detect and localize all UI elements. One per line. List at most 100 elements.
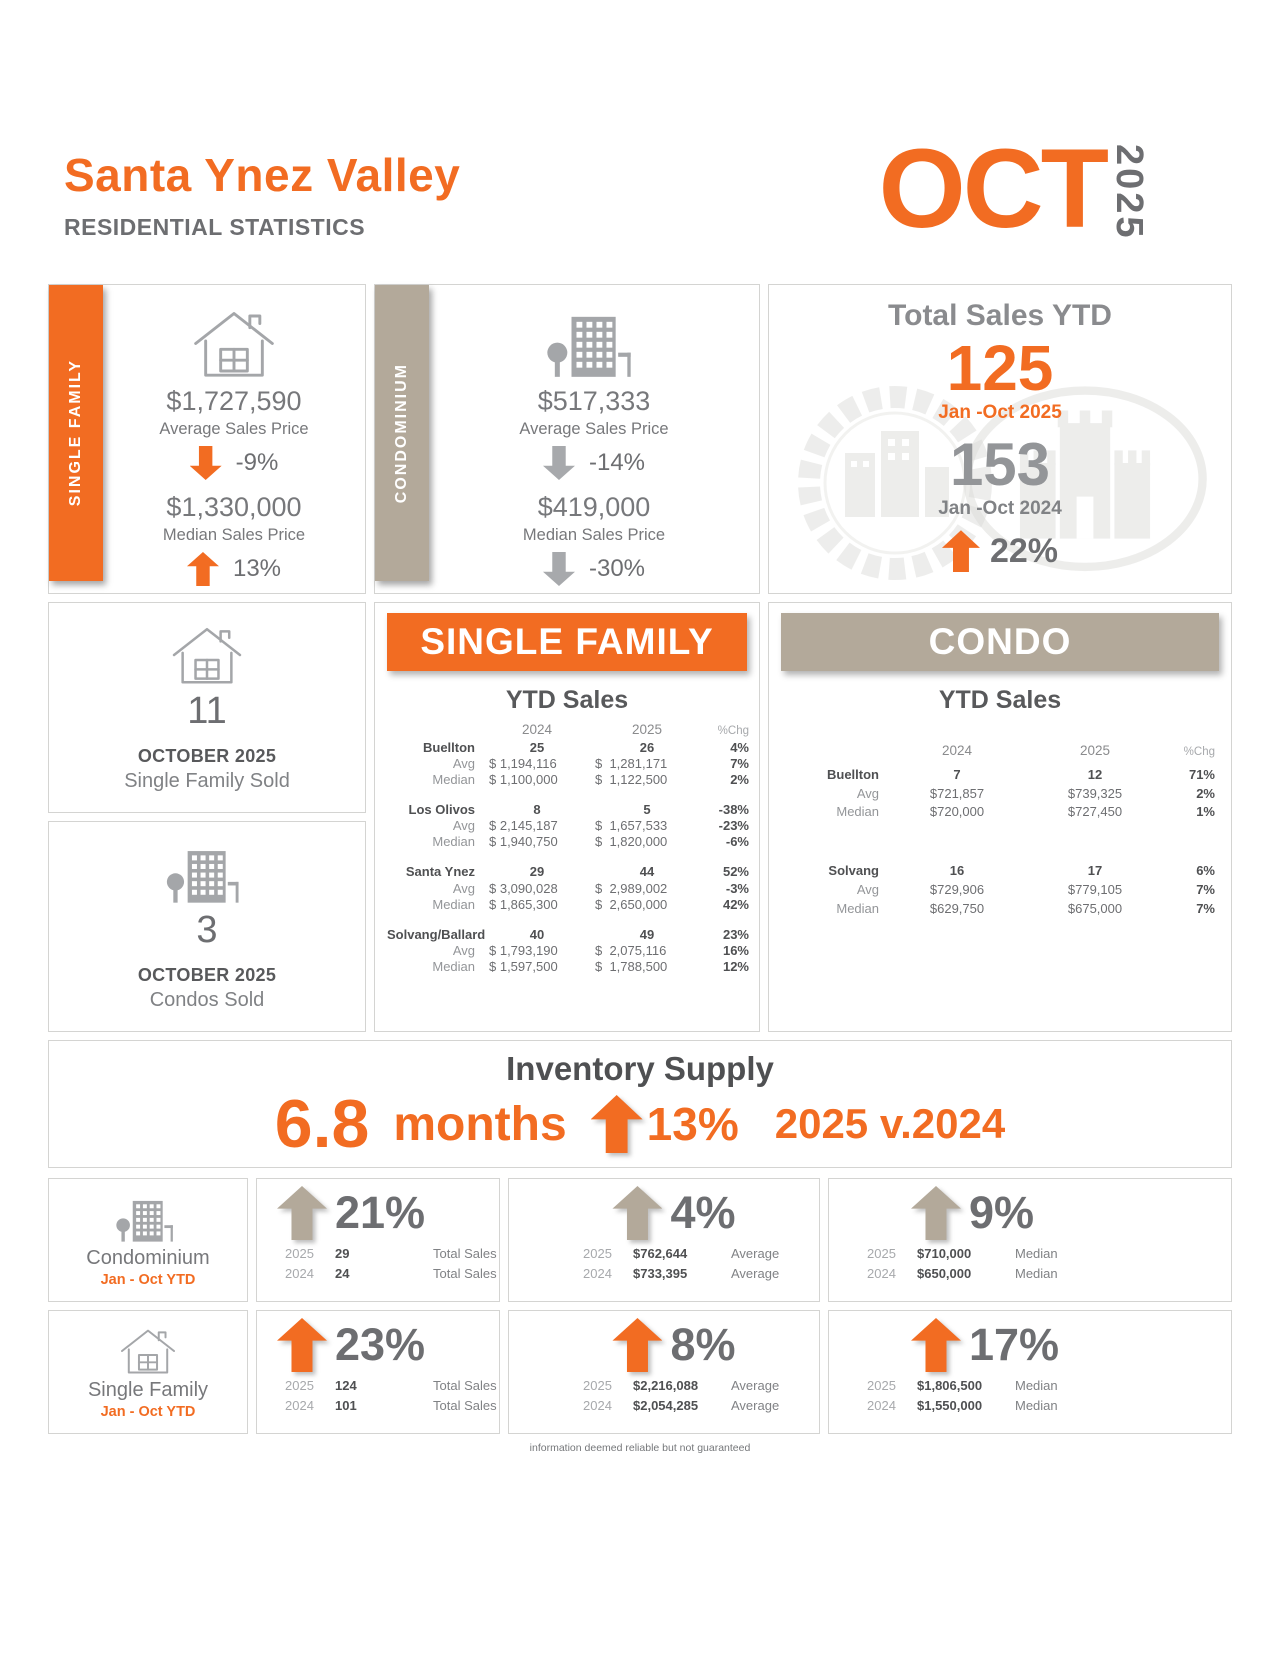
condo-ytd-table-card: CONDO YTD Sales 2024 2025 %Chg Buellton … — [768, 602, 1232, 1032]
col-2025: 2025 — [631, 722, 663, 737]
median-label: Median — [836, 900, 879, 916]
median-2025: $675,000 — [1067, 900, 1123, 916]
total-sales-change: 22% — [941, 530, 1059, 573]
stat-row: 2025 29 Total Sales — [285, 1246, 497, 1261]
down-arrow-icon — [190, 446, 222, 480]
condo-table-header: 2024 2025 %Chg — [783, 741, 1217, 761]
condo-average-stat-card: 4% 2025 $762,644 Average 2024 $733,395 A… — [508, 1178, 820, 1302]
col-2024: 2024 — [941, 743, 973, 758]
median-2025: $ 2,650,000 — [595, 896, 668, 912]
total-sales-prior: 153 — [949, 431, 1051, 499]
sales-2024: 25 — [529, 739, 545, 755]
condo-median-caption: Median Sales Price — [522, 526, 666, 544]
october-condo-card: 3 OCTOBER 2025 Condos Sold — [48, 821, 366, 1032]
up-arrow-icon — [941, 530, 980, 573]
total-sales-current-period: Jan -Oct 2025 — [938, 402, 1062, 424]
october-sold-column: 11 OCTOBER 2025 Single Family Sold 3 OCT… — [48, 602, 366, 1032]
condo-banner: CONDO — [781, 613, 1219, 671]
sf-average-caption: Average Sales Price — [159, 420, 309, 438]
col-pct-chg: %Chg — [717, 725, 749, 737]
stat-row: 2024 $2,054,285 Average — [583, 1398, 780, 1414]
sales-2025: 44 — [639, 864, 655, 880]
avg-2024: $ 3,090,028 — [489, 880, 558, 896]
october-single-family-card: 11 OCTOBER 2025 Single Family Sold — [48, 602, 366, 813]
condo-average-caption: Average Sales Price — [519, 420, 669, 438]
median-label: Median — [836, 804, 879, 820]
october-condo-period: OCTOBER 2025 — [137, 965, 277, 985]
sf-ytd-table: 2024 2025 %Chg Buellton 25 26 4% Avg $ 1… — [375, 722, 759, 975]
house-icon — [194, 312, 274, 377]
avg-label: Avg — [856, 882, 879, 898]
sales-2024: 29 — [529, 864, 545, 880]
median-2025: $ 1,788,500 — [595, 958, 668, 974]
sf-median-change: 13% — [186, 552, 282, 586]
sales-chg: 6% — [1196, 863, 1215, 879]
stat-percent: 4% — [670, 1187, 736, 1238]
median-2025: $727,450 — [1067, 804, 1123, 820]
total-sales-change-value: 22% — [989, 531, 1059, 570]
october-condo-count: 3 — [196, 909, 218, 951]
single-family-side-label: SINGLE FAMILY — [67, 359, 84, 507]
year-label: 2025 — [1108, 144, 1150, 241]
sf-area-group: Buellton 25 26 4% Avg $ 1,194,116 $ 1,28… — [387, 739, 749, 788]
condo-ytd-stat-row: Condominium Jan - Oct YTD 21% 2025 29 To… — [48, 1178, 1232, 1302]
condo-ytd-name: Condominium — [86, 1246, 210, 1269]
col-2024: 2024 — [521, 722, 553, 737]
single-family-side-bar: SINGLE FAMILY — [49, 285, 103, 581]
median-chg: 7% — [1196, 900, 1215, 916]
sf-ytd-period: Jan - Oct YTD — [100, 1403, 196, 1420]
sf-ytd-stat-row: Single Family Jan - Oct YTD 23% 2025 124… — [48, 1310, 1232, 1434]
col-pct-chg: %Chg — [1183, 746, 1215, 758]
sf-median-change-value: 13% — [232, 555, 282, 582]
avg-chg: -23% — [718, 818, 749, 834]
area-name: Los Olivos — [408, 802, 475, 818]
header: Santa Ynez Valley RESIDENTIAL STATISTICS… — [48, 133, 1232, 268]
avg-2025: $ 2,989,002 — [595, 880, 668, 896]
up-arrow-icon — [277, 1318, 327, 1372]
stat-row: 2025 $710,000 Median — [867, 1246, 1058, 1261]
sf-table-header: 2024 2025 %Chg — [387, 722, 749, 739]
avg-2025: $ 1,657,533 — [595, 818, 668, 834]
avg-chg: -3% — [725, 880, 749, 896]
inventory-title: Inventory Supply — [506, 1050, 774, 1087]
condo-summary-content: $517,333 Average Sales Price -14% $419,0… — [429, 285, 759, 594]
avg-2024: $ 2,145,187 — [489, 818, 558, 834]
avg-2025: $ 2,075,116 — [595, 942, 667, 958]
total-sales-prior-period: Jan -Oct 2024 — [938, 498, 1062, 520]
stat-row: 2025 $2,216,088 Average — [583, 1378, 780, 1393]
condo-ytd-label-card: Condominium Jan - Oct YTD — [48, 1178, 248, 1302]
total-sales-card: Total Sales YTD 125 Jan -Oct 2025 153 Ja… — [768, 284, 1232, 594]
avg-chg: 16% — [722, 942, 749, 958]
sf-area-group: Santa Ynez 29 44 52% Avg $ 3,090,028 $ 2… — [387, 864, 749, 912]
sf-ytd-label-card: Single Family Jan - Oct YTD — [48, 1310, 248, 1434]
avg-chg: 7% — [1196, 882, 1215, 898]
sales-2024: 16 — [949, 863, 965, 879]
stat-percent: 23% — [335, 1319, 426, 1370]
median-label: Median — [432, 958, 475, 974]
median-label: Median — [432, 896, 475, 912]
stat-percent: 21% — [335, 1187, 426, 1238]
condo-ytd-period: Jan - Oct YTD — [100, 1271, 196, 1288]
stat-row: 2025 $1,806,500 Median — [867, 1378, 1058, 1393]
october-sf-count: 11 — [187, 690, 227, 732]
inventory-months-value: 6.8 — [274, 1086, 370, 1162]
median-label: Median — [432, 834, 475, 850]
condo-median-stat-card: 9% 2025 $710,000 Median 2024 $650,000 Me… — [828, 1178, 1232, 1302]
avg-label: Avg — [452, 818, 475, 834]
up-arrow-icon — [612, 1186, 663, 1240]
single-family-summary-card: SINGLE FAMILY $1,727,590 Average Sales P… — [48, 284, 366, 594]
inventory-months-unit: months — [393, 1097, 567, 1151]
area-name: Solvang/Ballard — [387, 926, 486, 942]
single-family-ytd-table-card: SINGLE FAMILY YTD Sales 2024 2025 %Chg B… — [374, 602, 760, 1032]
median-2024: $ 1,100,000 — [489, 771, 558, 787]
condo-area-group: Buellton 7 12 71% Avg $721,857 $739,325 … — [783, 766, 1217, 823]
sales-2025: 17 — [1087, 863, 1103, 879]
condo-total-sales-stat-card: 21% 2025 29 Total Sales 2024 24 Total Sa… — [256, 1178, 500, 1302]
area-name: Buellton — [423, 739, 475, 755]
avg-2024: $721,857 — [929, 785, 985, 801]
sales-chg: 71% — [1188, 766, 1215, 782]
up-arrow-icon — [612, 1318, 663, 1372]
stat-percent: 8% — [670, 1319, 736, 1370]
october-sf-label: Single Family Sold — [124, 770, 290, 792]
avg-2024: $729,906 — [929, 882, 985, 898]
